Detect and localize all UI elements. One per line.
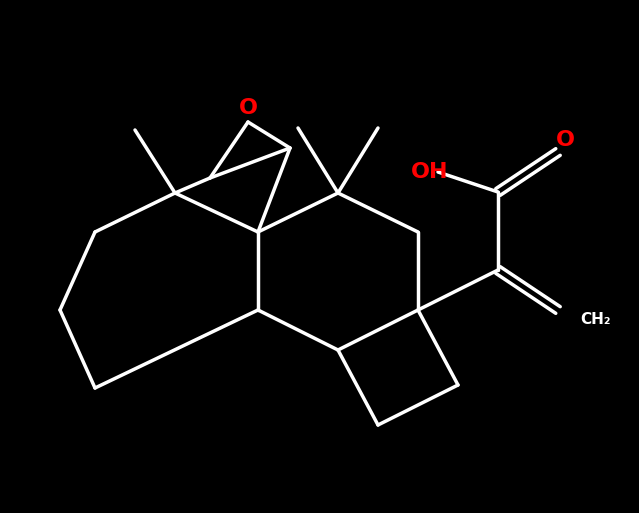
Text: OH: OH — [412, 162, 449, 182]
Text: CH₂: CH₂ — [580, 312, 610, 327]
Text: O: O — [555, 130, 574, 150]
Text: O: O — [238, 98, 258, 118]
